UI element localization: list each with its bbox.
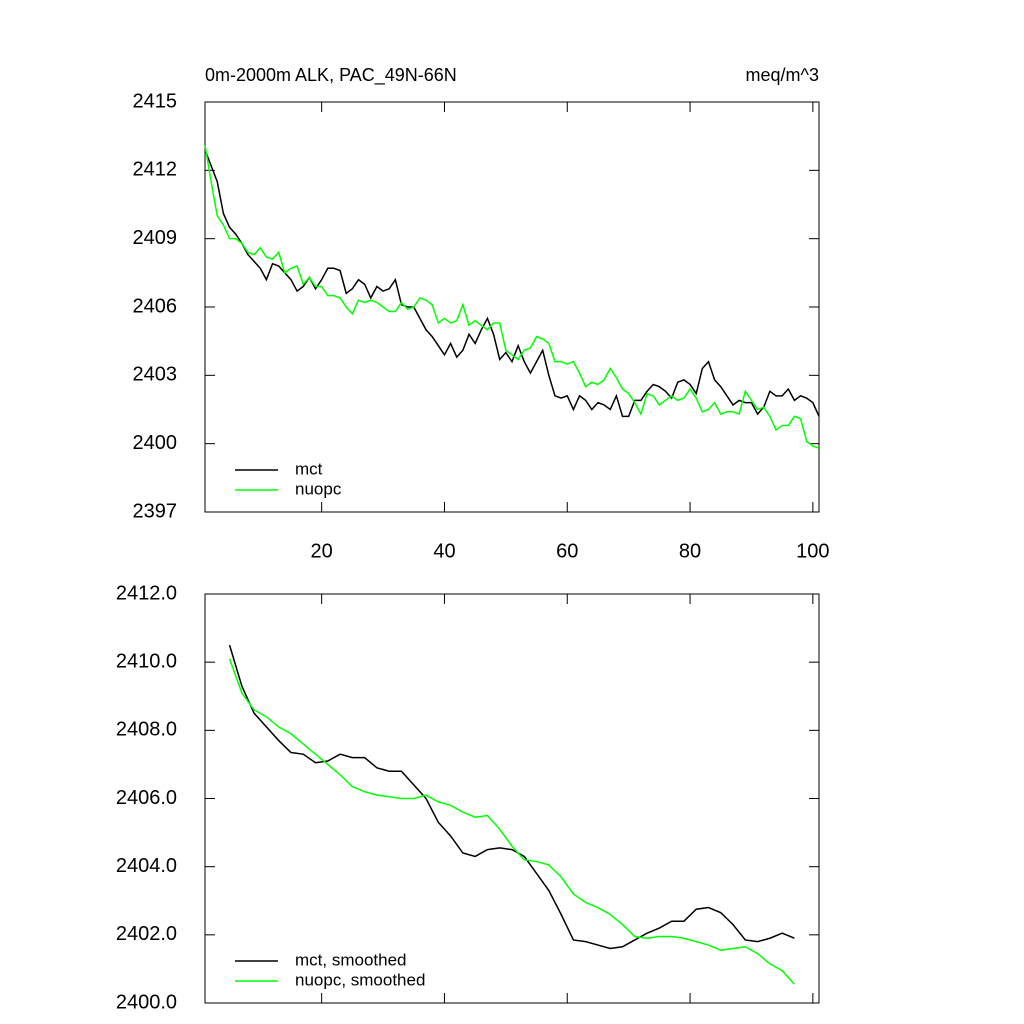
- legend-label: mct, smoothed: [295, 950, 407, 969]
- series-line: [228, 658, 795, 985]
- x-tick-label: 80: [679, 540, 701, 562]
- units-label: meq/m^3: [746, 65, 819, 85]
- legend-label: mct: [295, 459, 323, 478]
- plot-frame: [204, 593, 820, 1004]
- y-tick-label: 2402.0: [116, 923, 177, 945]
- y-tick-label: 2397: [133, 500, 178, 522]
- y-tick-label: 2409: [133, 227, 178, 249]
- chart-title: 0m-2000m ALK, PAC_49N-66N: [205, 65, 457, 86]
- y-tick-label: 2408.0: [116, 719, 177, 741]
- x-tick-label: 40: [433, 540, 455, 562]
- x-tick-label: 60: [556, 540, 578, 562]
- legend-label: nuopc: [295, 479, 342, 498]
- y-tick-label: 2400: [133, 432, 178, 454]
- series-line: [204, 149, 820, 418]
- y-tick-label: 2403: [133, 364, 178, 386]
- legend-label: nuopc, smoothed: [295, 970, 425, 989]
- y-tick-label: 2400.0: [116, 991, 177, 1013]
- y-tick-label: 2406: [133, 295, 178, 317]
- series-line: [228, 644, 795, 950]
- plot-frame: [204, 101, 820, 513]
- x-tick-label: 20: [311, 540, 333, 562]
- y-tick-label: 2410.0: [116, 650, 177, 672]
- series-line: [204, 145, 820, 449]
- y-tick-label: 2412.0: [116, 582, 177, 604]
- y-tick-label: 2415: [133, 90, 178, 112]
- y-tick-label: 2412: [133, 159, 178, 181]
- y-tick-label: 2404.0: [116, 855, 177, 877]
- y-tick-label: 2406.0: [116, 787, 177, 809]
- x-tick-label: 100: [796, 540, 829, 562]
